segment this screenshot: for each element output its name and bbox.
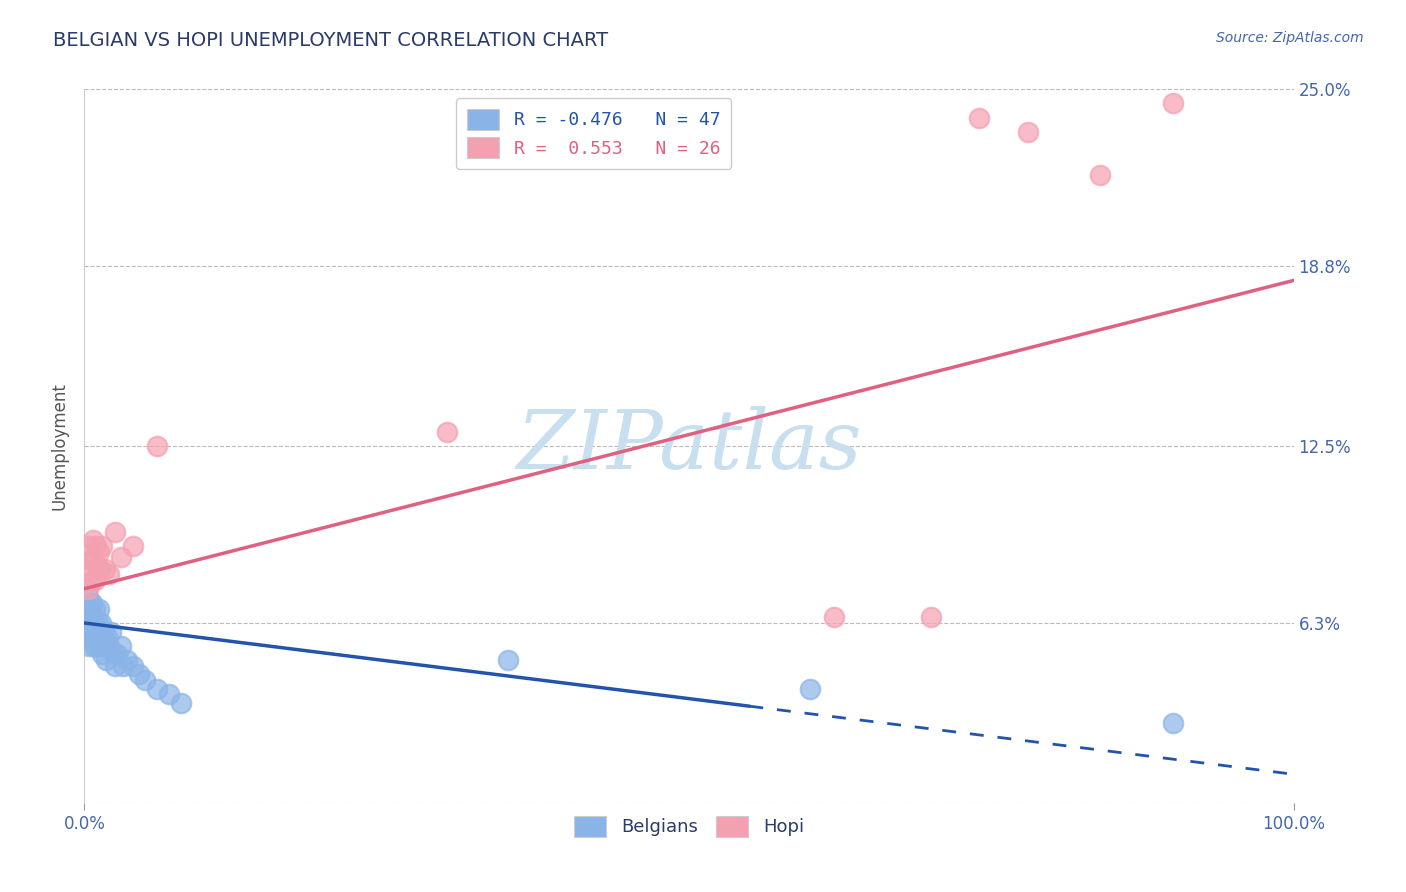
- Text: BELGIAN VS HOPI UNEMPLOYMENT CORRELATION CHART: BELGIAN VS HOPI UNEMPLOYMENT CORRELATION…: [53, 31, 609, 50]
- Point: [97, 639, 120, 653]
- Point: [87, 544, 110, 558]
- Point: [77, 610, 100, 624]
- Point: [84, 573, 107, 587]
- Point: [146, 681, 169, 696]
- Point: [80, 573, 103, 587]
- Point: [84, 630, 107, 644]
- Point: [79, 601, 101, 615]
- Point: [134, 673, 156, 687]
- Point: [91, 630, 114, 644]
- Point: [100, 624, 122, 639]
- Point: [89, 562, 111, 576]
- Text: ZIPatlas: ZIPatlas: [516, 406, 862, 486]
- Point: [1017, 125, 1039, 139]
- Point: [77, 624, 100, 639]
- Point: [104, 524, 127, 539]
- Point: [76, 562, 98, 576]
- Point: [86, 539, 108, 553]
- Point: [103, 644, 125, 658]
- Point: [83, 553, 105, 567]
- Point: [80, 596, 103, 610]
- Point: [77, 639, 100, 653]
- Y-axis label: Unemployment: Unemployment: [51, 382, 69, 510]
- Point: [86, 639, 108, 653]
- Point: [91, 648, 114, 662]
- Point: [94, 562, 117, 576]
- Point: [104, 658, 127, 673]
- Point: [76, 630, 98, 644]
- Point: [79, 615, 101, 630]
- Point: [170, 696, 193, 710]
- Point: [87, 601, 110, 615]
- Point: [128, 667, 150, 681]
- Point: [115, 653, 138, 667]
- Point: [112, 658, 135, 673]
- Point: [86, 615, 108, 630]
- Point: [97, 567, 120, 582]
- Point: [86, 630, 108, 644]
- Point: [146, 439, 169, 453]
- Point: [1161, 715, 1184, 730]
- Point: [93, 624, 115, 639]
- Point: [79, 553, 101, 567]
- Point: [94, 639, 117, 653]
- Point: [799, 681, 821, 696]
- Point: [87, 624, 110, 639]
- Point: [823, 610, 845, 624]
- Point: [83, 639, 105, 653]
- Point: [94, 653, 117, 667]
- Point: [90, 615, 112, 630]
- Point: [1088, 168, 1111, 182]
- Point: [80, 630, 103, 644]
- Point: [75, 615, 97, 630]
- Point: [121, 539, 143, 553]
- Point: [496, 653, 519, 667]
- Point: [110, 639, 132, 653]
- Point: [82, 533, 104, 548]
- Point: [77, 539, 100, 553]
- Point: [157, 687, 180, 701]
- Point: [82, 610, 104, 624]
- Point: [77, 591, 100, 605]
- Point: [1161, 96, 1184, 111]
- Point: [121, 658, 143, 673]
- Point: [82, 624, 104, 639]
- Legend: Belgians, Hopi: Belgians, Hopi: [567, 808, 811, 844]
- Point: [91, 539, 114, 553]
- Point: [84, 601, 107, 615]
- Point: [105, 648, 128, 662]
- Text: Source: ZipAtlas.com: Source: ZipAtlas.com: [1216, 31, 1364, 45]
- Point: [86, 562, 108, 576]
- Point: [77, 582, 100, 596]
- Point: [920, 610, 942, 624]
- Point: [89, 639, 111, 653]
- Point: [110, 550, 132, 565]
- Point: [96, 630, 118, 644]
- Point: [967, 111, 990, 125]
- Point: [83, 615, 105, 630]
- Point: [86, 624, 108, 639]
- Point: [436, 425, 458, 439]
